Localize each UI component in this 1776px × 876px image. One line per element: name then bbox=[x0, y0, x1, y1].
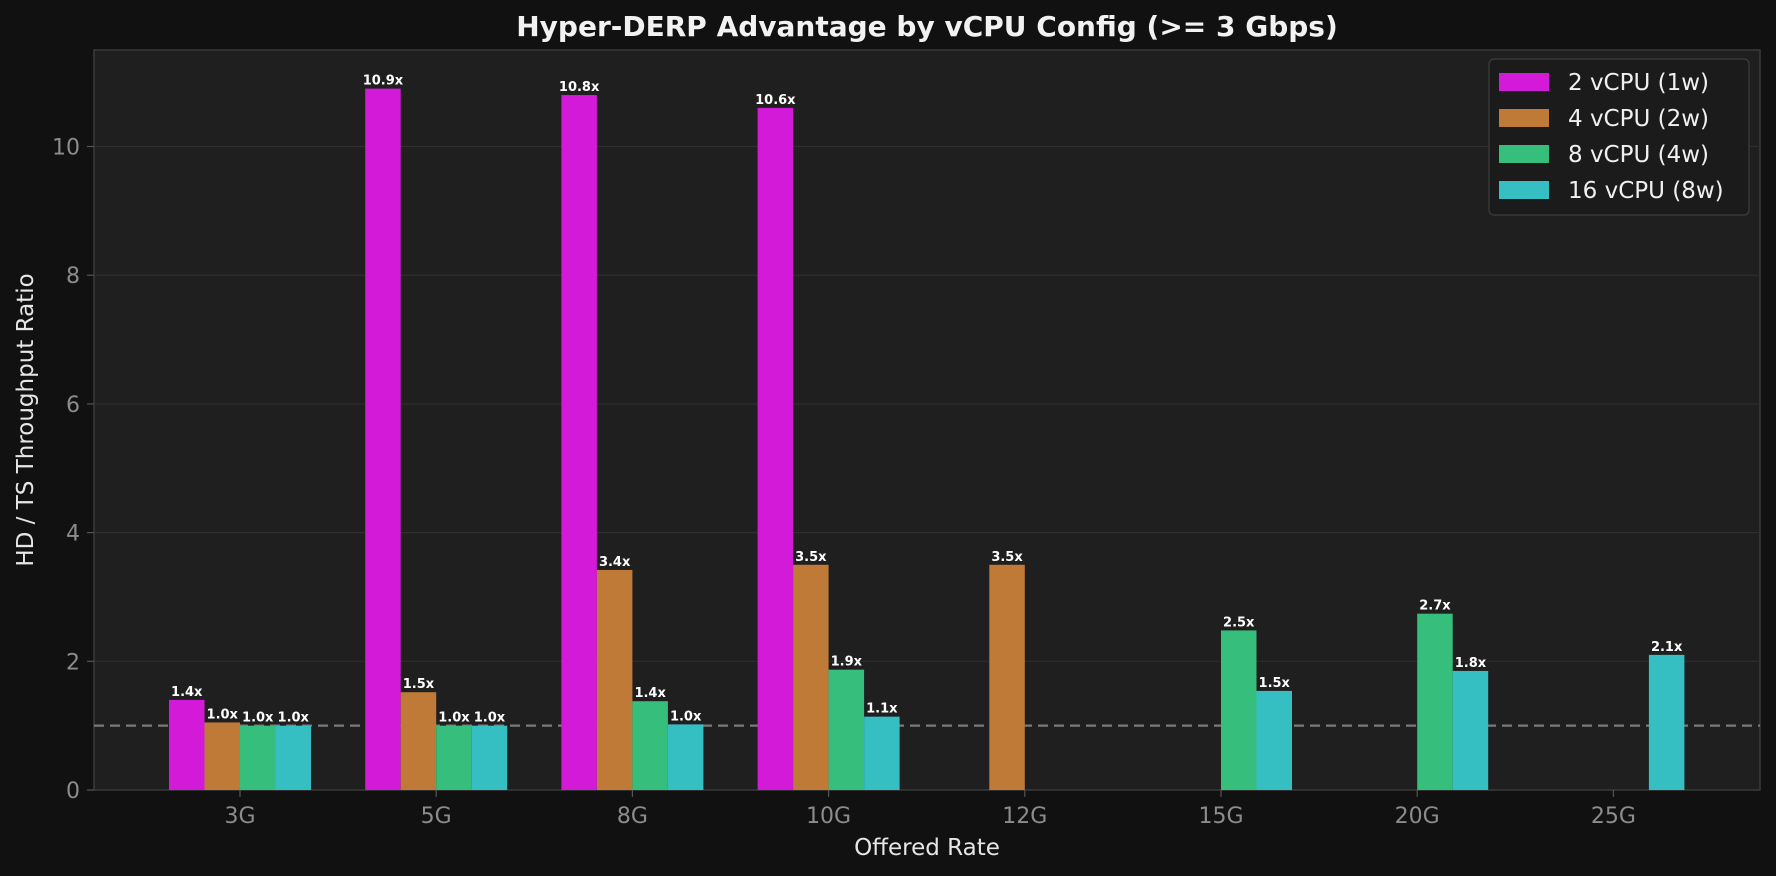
bar bbox=[436, 725, 472, 790]
y-tick-label: 2 bbox=[66, 650, 80, 675]
y-tick-label: 10 bbox=[52, 136, 80, 161]
bar bbox=[561, 95, 597, 791]
bar bbox=[365, 88, 401, 790]
bar-value-label: 10.6x bbox=[755, 93, 796, 108]
bar bbox=[828, 669, 865, 790]
bar bbox=[1417, 613, 1453, 790]
bar-value-label: 1.0x bbox=[278, 711, 310, 726]
bar bbox=[667, 724, 704, 790]
legend-swatch bbox=[1499, 181, 1549, 199]
bar-value-label: 2.7x bbox=[1419, 599, 1451, 614]
chart-title: Hyper-DERP Advantage by vCPU Config (>= … bbox=[516, 10, 1338, 43]
bar-value-label: 1.4x bbox=[171, 685, 203, 700]
bar-value-label: 10.9x bbox=[363, 74, 404, 89]
bar-value-label: 1.0x bbox=[670, 709, 702, 724]
bar-value-label: 1.0x bbox=[242, 711, 274, 726]
bar-value-label: 1.8x bbox=[1455, 656, 1487, 671]
bar bbox=[1452, 670, 1489, 790]
y-axis-label: HD / TS Throughput Ratio bbox=[13, 273, 39, 566]
bar-value-label: 1.0x bbox=[474, 711, 506, 726]
x-tick-label: 20G bbox=[1395, 804, 1440, 829]
bar bbox=[1221, 630, 1257, 790]
bar bbox=[204, 722, 240, 790]
bar bbox=[471, 725, 508, 790]
bar-value-label: 2.1x bbox=[1651, 640, 1683, 655]
bar bbox=[864, 716, 900, 790]
x-tick-label: 8G bbox=[617, 804, 648, 829]
bar-value-label: 1.9x bbox=[831, 655, 863, 670]
y-tick-label: 4 bbox=[66, 522, 80, 547]
bar-value-label: 1.4x bbox=[634, 686, 666, 701]
bar bbox=[240, 725, 276, 790]
bar bbox=[275, 725, 311, 790]
bar-value-label: 3.5x bbox=[795, 550, 827, 565]
legend: 2 vCPU (1w) 4 vCPU (2w) 8 vCPU (4w) 16 vCPU… bbox=[1488, 58, 1750, 216]
bar-value-label: 3.4x bbox=[599, 555, 631, 570]
x-tick-label: 15G bbox=[1198, 804, 1243, 829]
bar bbox=[757, 107, 794, 791]
x-axis-ticks: 3G 5G 8G 10G 12G 15G 20G 25G bbox=[224, 790, 1636, 829]
x-tick-label: 10G bbox=[806, 804, 851, 829]
x-axis-label: Offered Rate bbox=[854, 835, 1000, 861]
y-tick-label: 8 bbox=[66, 264, 80, 289]
bar-value-label: 2.5x bbox=[1223, 615, 1255, 630]
legend-label: 2 vCPU (1w) bbox=[1568, 70, 1709, 96]
bar-value-label: 1.0x bbox=[207, 707, 239, 722]
x-tick-label: 25G bbox=[1591, 804, 1636, 829]
y-tick-label: 0 bbox=[66, 779, 80, 804]
bar-value-label: 10.8x bbox=[559, 80, 600, 95]
y-axis-ticks: 0 2 4 6 8 10 bbox=[52, 136, 94, 804]
bar-value-label: 1.5x bbox=[403, 677, 435, 692]
y-tick-label: 6 bbox=[66, 393, 80, 418]
bar-value-label: 3.5x bbox=[991, 550, 1023, 565]
legend-swatch bbox=[1499, 109, 1549, 127]
bar bbox=[596, 569, 633, 790]
legend-label: 4 vCPU (2w) bbox=[1568, 106, 1709, 132]
x-tick-label: 12G bbox=[1002, 804, 1047, 829]
bar-value-label: 1.0x bbox=[438, 711, 470, 726]
bars bbox=[169, 88, 1685, 791]
bar bbox=[989, 564, 1025, 790]
bar bbox=[793, 564, 829, 790]
bar bbox=[1648, 654, 1685, 790]
x-tick-label: 3G bbox=[224, 804, 255, 829]
legend-swatch bbox=[1499, 73, 1549, 91]
bar bbox=[632, 701, 668, 790]
x-tick-label: 5G bbox=[421, 804, 452, 829]
legend-label: 16 vCPU (8w) bbox=[1568, 178, 1724, 204]
bar bbox=[400, 692, 437, 790]
bar-value-label: 1.1x bbox=[866, 702, 898, 717]
legend-swatch bbox=[1499, 145, 1549, 163]
bar bbox=[1256, 690, 1292, 790]
bar bbox=[169, 699, 205, 790]
bar-value-label: 1.5x bbox=[1259, 676, 1291, 691]
legend-label: 8 vCPU (4w) bbox=[1568, 142, 1709, 168]
legend-box bbox=[1488, 58, 1750, 216]
